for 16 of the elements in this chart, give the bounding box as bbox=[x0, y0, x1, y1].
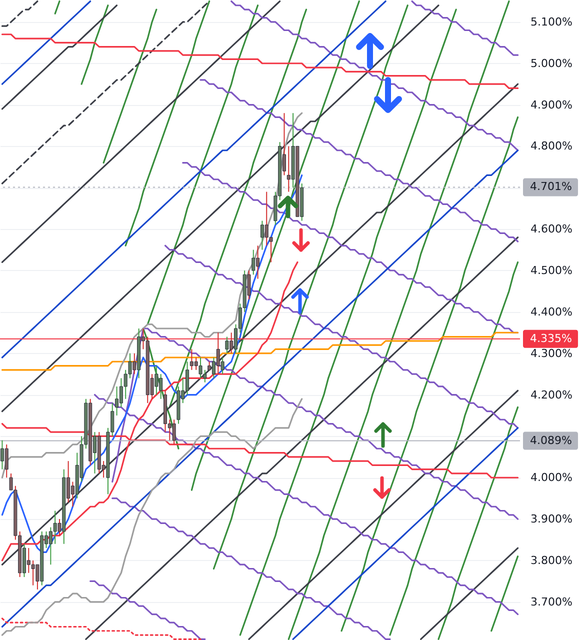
y-tick-label: 4.400% bbox=[530, 305, 572, 318]
y-tick-label: 4.200% bbox=[530, 388, 572, 402]
y-tick-label: 3.800% bbox=[530, 554, 572, 567]
y-tick-label: 5.100% bbox=[530, 15, 572, 28]
y-tick-label: 4.000% bbox=[530, 471, 572, 484]
y-tick-label: 4.300% bbox=[530, 346, 572, 360]
y-tick-label: 3.900% bbox=[530, 512, 572, 526]
y-tick-label: 4.900% bbox=[530, 98, 572, 112]
ref-line-label: 4.089% bbox=[530, 434, 572, 447]
y-tick-label: 4.600% bbox=[530, 222, 572, 236]
y-tick-label: 5.000% bbox=[530, 56, 572, 70]
y-tick-label: 3.700% bbox=[530, 595, 572, 608]
y-tick-label: 4.500% bbox=[530, 264, 572, 277]
y-tick-label: 4.800% bbox=[530, 140, 572, 153]
ref-line-label: 4.701% bbox=[530, 180, 572, 194]
ref-line-label: 4.335% bbox=[530, 332, 572, 345]
